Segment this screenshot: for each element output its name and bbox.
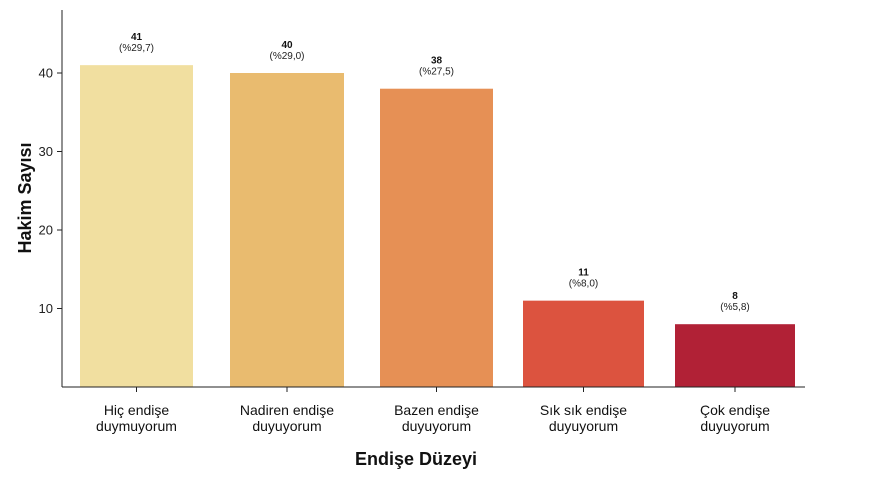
y-tick-label: 30 [39,144,53,159]
y-tick-label: 20 [39,223,53,238]
bar-percent-label: (%27,5) [419,67,454,78]
bar [675,324,795,387]
bar [523,300,644,387]
x-tick-label: duyuyorum [402,418,471,434]
x-tick-label: Çok endişe [700,402,770,418]
bar-percent-label: (%5,8) [720,302,749,313]
x-tick-label: Hiç endişe [104,402,170,418]
bar-percent-label: (%29,7) [119,43,154,54]
bars-layer [80,65,795,388]
bar-value-label: 38 [431,56,443,67]
y-axis-title: Hakim Sayısı [15,142,35,253]
bar-percent-label: (%8,0) [569,279,598,290]
x-tick-label: duyuyorum [252,418,321,434]
bar [380,88,493,387]
bar [230,73,344,387]
x-tick-label: Bazen endişe [394,402,479,418]
bar-percent-label: (%29,0) [269,51,304,62]
x-tick-label: duyuyorum [549,418,618,434]
bar-value-label: 11 [578,268,589,279]
x-tick-label: duymuyorum [96,418,177,434]
y-ticks: 10 20 30 40 [39,66,62,316]
x-axis-title: Endişe Düzeyi [355,449,477,469]
bar-value-label: 8 [732,291,738,302]
bar [80,65,193,388]
bar-value-label: 41 [131,32,143,43]
x-tick-label: Sık sık endişe [540,402,627,418]
bar-value-label: 40 [281,40,293,51]
x-tick-label: duyuyorum [700,418,769,434]
y-tick-label: 10 [39,301,53,316]
data-labels: 41(%29,7) 40(%29,0) 38(%27,5) 11(%8,0) 8(%5,… [119,32,750,313]
y-tick-label: 40 [39,66,53,81]
x-tick-label: Nadiren endişe [240,402,334,418]
